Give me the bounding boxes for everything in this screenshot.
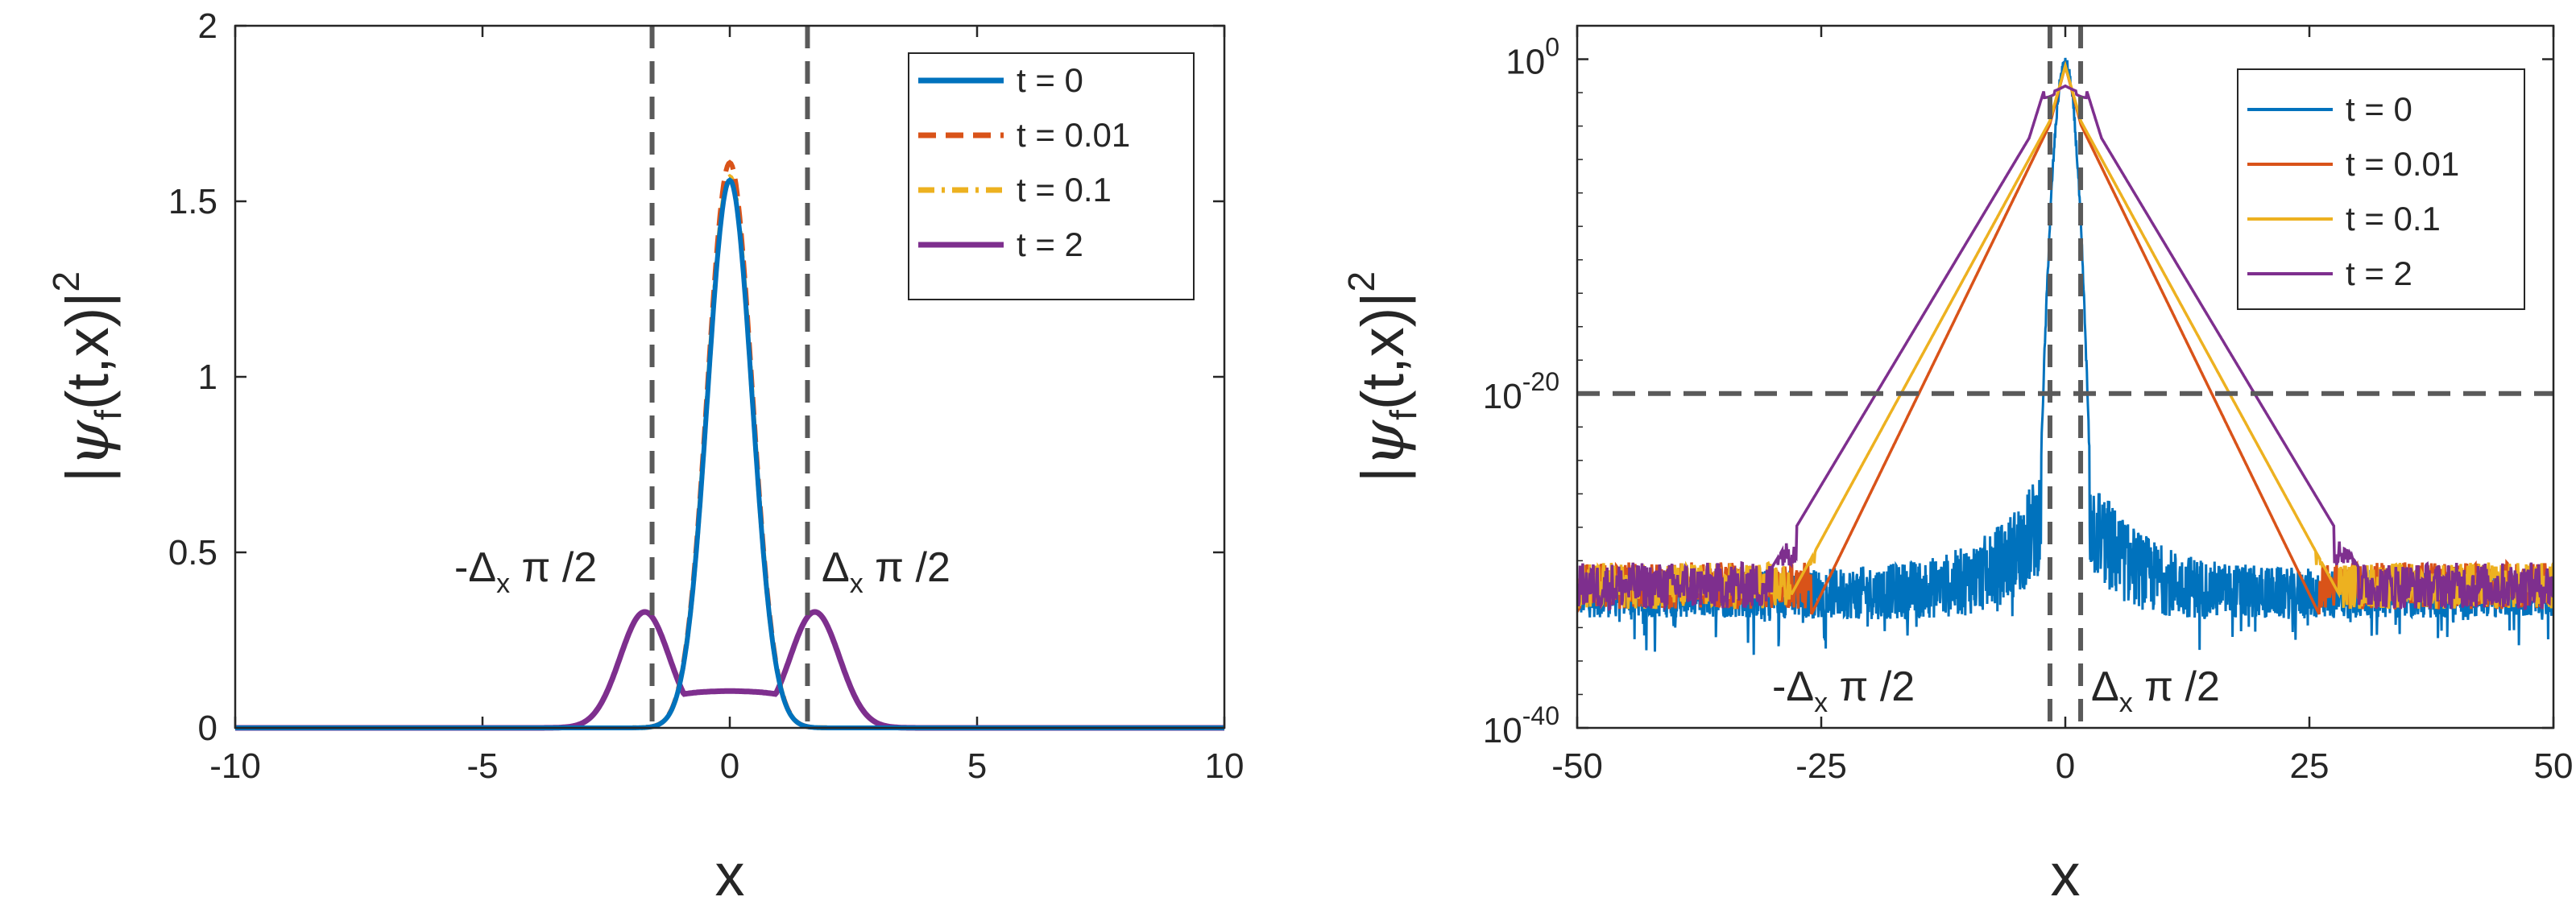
annotation-plus-delta: Δx π /2 (822, 544, 950, 599)
legend: t = 0 t = 0.01 t = 0.1 t = 2 (2237, 68, 2525, 310)
legend: t = 0 t = 0.01 t = 0.1 t = 2 (908, 52, 1195, 300)
axes-box (1576, 24, 2555, 729)
annotation-minus-delta: -Δx π /2 (1772, 663, 1915, 718)
reference-lines (1577, 26, 2553, 728)
y-tick-label: 2 (198, 6, 217, 46)
legend-label: t = 2 (1017, 225, 1083, 263)
tick-labels: -10 -5 0 5 10 0 0.5 1 1.5 2 (168, 6, 1245, 786)
tick-labels: -50 -25 0 25 50 100 10-20 10-40 (1483, 33, 2574, 786)
curves (1577, 57, 2553, 655)
x-axis-label: x (2051, 841, 2081, 901)
x-tick-label: 10 (1205, 746, 1245, 786)
x-tick-label: 25 (2290, 746, 2330, 786)
x-tick-label: 50 (2534, 746, 2574, 786)
y-tick-label: 10-20 (1483, 367, 1559, 416)
y-axis-label: |ψf(t,x)|2 (1340, 271, 1424, 482)
legend-label: t = 0 (2346, 90, 2412, 128)
reference-lines (649, 26, 810, 728)
legend-box (908, 52, 1195, 300)
x-tick-label: -25 (1795, 746, 1847, 786)
y-tick-label: 0 (198, 709, 217, 748)
legend-label: t = 0.01 (1017, 116, 1130, 154)
y-tick-label: 1.5 (168, 182, 217, 221)
x-tick-label: -10 (209, 746, 261, 786)
x-axis-label: x (715, 841, 745, 901)
axes-box (234, 24, 1226, 729)
x-tick-label: -50 (1551, 746, 1603, 786)
legend-label: t = 0.1 (2346, 200, 2441, 238)
x-tick-label: 0 (2056, 746, 2075, 786)
y-tick-label: 0.5 (168, 533, 217, 572)
x-tick-label: -5 (466, 746, 498, 786)
annotation-plus-delta: Δx π /2 (2091, 663, 2220, 718)
legend-label: t = 0.1 (1017, 171, 1112, 209)
annotation-minus-delta: -Δx π /2 (454, 544, 597, 599)
y-tick-label: 1 (198, 358, 217, 397)
y-tick-label: 100 (1505, 33, 1559, 82)
chart-linear: -10 -5 0 5 10 0 0.5 1 1.5 2 x |ψf(t,x)|2 -Δx π /2… (45, 6, 1244, 901)
legend-label: t = 0.01 (2346, 145, 2459, 183)
x-tick-label: 0 (720, 746, 739, 786)
chart-log: -50 -25 0 25 50 100 10-20 10-40 x |ψf(t,x)|2 -Δ… (1340, 24, 2574, 901)
legend-label: t = 2 (2346, 254, 2412, 292)
y-tick-label: 10-40 (1483, 701, 1559, 750)
y-axis-label: |ψf(t,x)|2 (45, 271, 129, 482)
series-t-2 (1577, 84, 2553, 612)
x-tick-label: 5 (967, 746, 987, 786)
legend-label: t = 0 (1017, 61, 1083, 99)
